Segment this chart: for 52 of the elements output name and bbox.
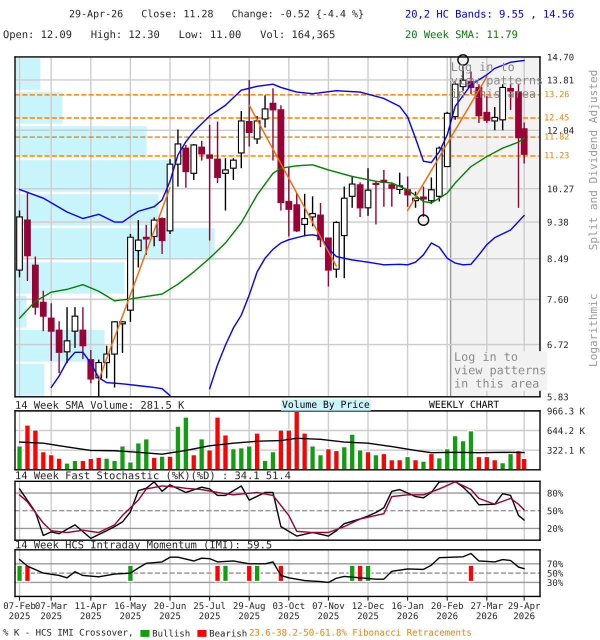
x-tick-label: 20-Jun 2025	[154, 602, 186, 620]
x-tick-label: 07-Feb 2025	[4, 602, 36, 620]
y-tick-label: 12.04	[548, 127, 574, 134]
y-tick-label: 80%	[548, 490, 564, 497]
text: Volume By Price	[282, 400, 370, 410]
y-tick-label: 8.49	[548, 255, 568, 262]
y-tick-label: 9.38	[548, 218, 568, 226]
legend-title: % K - HCS IMI Crossover,	[3, 628, 132, 637]
chart-subtitle: Open: 12.09 High: 12.30 Low: 11.00 Vol: 164,365	[4, 30, 335, 40]
legend-label: Bearish	[210, 630, 246, 637]
text: WEEKLY CHART	[429, 400, 500, 408]
y-tick-label: 644.2 K	[548, 427, 585, 434]
x-tick-label: 29-Apr 2026	[508, 602, 540, 620]
text: 20,2 HC Bands: 9.55 , 14.56	[406, 10, 574, 20]
y-tick-label: 10.27	[548, 185, 574, 192]
y-tick-label: 20%	[548, 525, 564, 532]
y-tick-label: 14.70	[548, 54, 574, 61]
x-tick-label: 29-Aug 2025	[234, 602, 265, 620]
y-tick-label: 13.81	[548, 76, 574, 84]
x-tick-label: 25-Jul 2025	[194, 602, 226, 620]
y-tick-label: 5.83	[548, 394, 568, 400]
x-tick-label: 11-Apr 2025	[76, 602, 107, 620]
legend-label: Bullish	[152, 630, 190, 637]
x-tick-label: 03-Oct 2025	[273, 602, 304, 620]
chart-title: 14 Week Fast Stochastic (%K)(%D) : 34.1 51.4	[16, 471, 290, 480]
ref-line-label: 11.23	[545, 152, 569, 158]
y-tick-label: 30%	[548, 579, 564, 586]
ref-line-label: 12.45	[545, 114, 569, 120]
ref-line-label: 13.26	[545, 90, 569, 98]
chart-title: 14 Week SMA Volume: 281.5 K	[16, 400, 184, 409]
x-tick-label: 16-Jan 2026	[392, 602, 424, 620]
y-tick-label: 966.3 K	[548, 408, 585, 414]
text: 20 Week SMA: 11.79	[406, 30, 518, 38]
x-tick-label: 12-Dec 2025	[352, 602, 384, 620]
chart-title: 29-Apr-26 Close: 11.28 Change: -0.52 {-4.4 %}	[70, 10, 363, 20]
ref-line-label: 11.82	[545, 133, 569, 140]
x-tick-label: 07-Mar 2025	[35, 602, 68, 620]
y-tick-label: 7.60	[548, 296, 568, 303]
y-tick-label: 322.1 K	[548, 446, 585, 454]
chart-title: 14 Week HCS Intraday Momentum (IMI): 59.5	[16, 540, 272, 551]
text: 23.6-38.2-50-61.8% Fibonacci Retracements	[250, 628, 471, 636]
x-tick-label: 16-May 2025	[115, 602, 146, 620]
x-tick-label: 27-Mar 2026	[471, 602, 503, 620]
text: Logarithmic	[588, 294, 600, 366]
x-tick-label: 20-Feb 2026	[432, 602, 463, 620]
x-tick-label: 07-Nov 2025	[312, 602, 344, 620]
y-tick-label: 50%	[548, 507, 564, 514]
text: Split and Dividend Adjusted	[588, 70, 600, 250]
y-tick-label: 70%	[548, 560, 564, 568]
y-tick-label: 6.72	[548, 341, 568, 348]
y-tick-label: 50%	[548, 570, 564, 577]
band-label: Log in to view patterns in this area	[454, 352, 546, 388]
